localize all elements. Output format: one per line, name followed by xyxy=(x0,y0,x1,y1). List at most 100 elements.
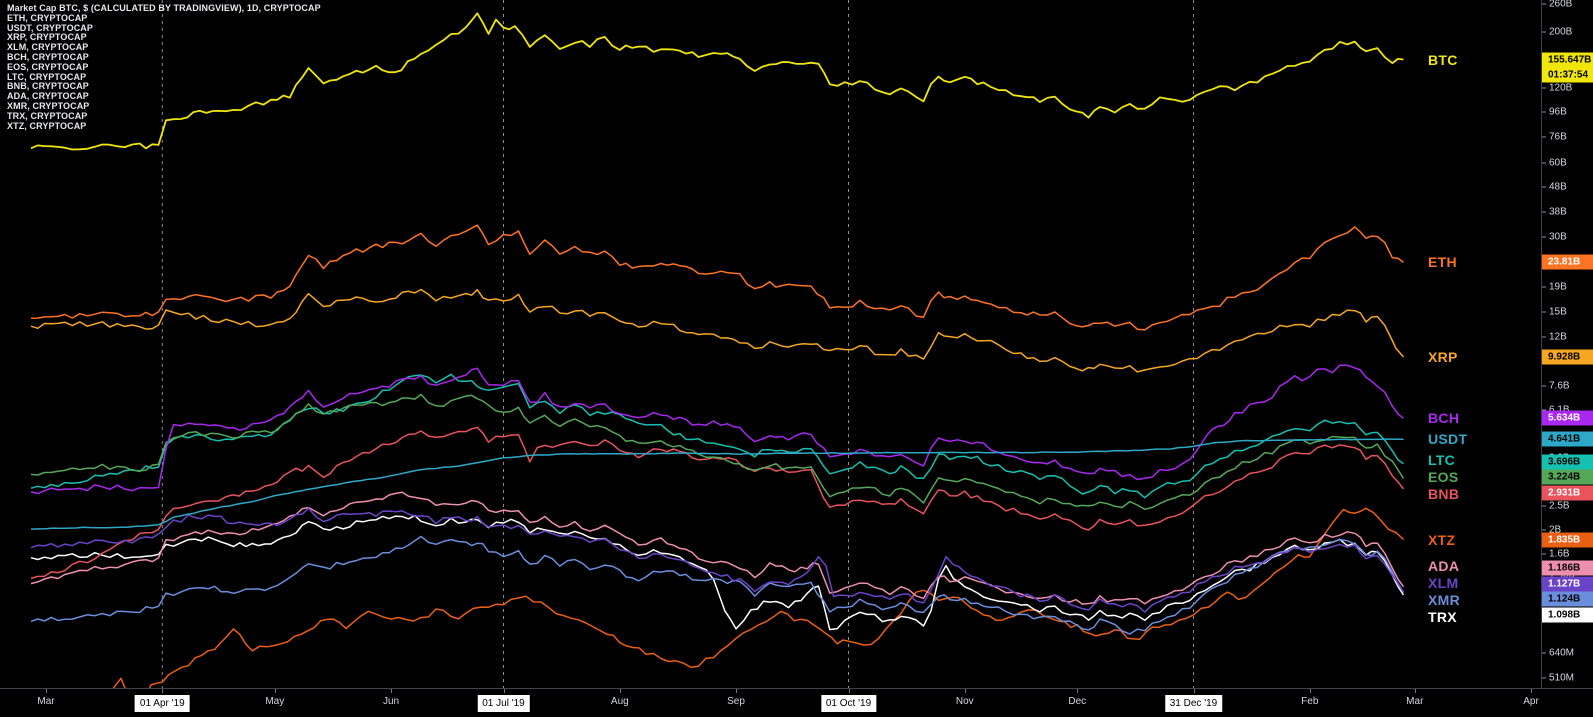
price-tick-76B: 76B xyxy=(1542,132,1593,143)
price-axis[interactable]: 260B 200B 120B 96B 76B 60B 48B 38B 30B 19B 15B 12B 7… xyxy=(1541,0,1593,688)
price-tick-12B: 12B xyxy=(1542,331,1593,342)
time-axis-tick xyxy=(391,689,392,693)
time-axis-tag: 01 Jul '19 xyxy=(477,695,530,712)
price-tag-XRP: 9.928B xyxy=(1542,349,1593,365)
series-line-XRP[interactable] xyxy=(30,288,1405,373)
price-tick-19B: 19B xyxy=(1542,281,1593,292)
legend-item-xrp[interactable]: XRP, CRYPTOCAP xyxy=(7,32,87,43)
series-label-ADA[interactable]: ADA xyxy=(1428,558,1460,575)
series-label-ETH[interactable]: ETH xyxy=(1428,254,1457,271)
price-tick-510M: 510M xyxy=(1542,672,1593,683)
price-tick-48B: 48B xyxy=(1542,181,1593,192)
countdown-tag: 01:37:54 xyxy=(1542,67,1593,83)
price-tick-2B: 2B xyxy=(1542,525,1593,536)
legend-item-eth[interactable]: ETH, CRYPTOCAP xyxy=(7,12,88,23)
time-axis-label: Aug xyxy=(610,696,629,707)
price-tag-XMR: 1.124B xyxy=(1542,591,1593,607)
time-axis-label: Mar xyxy=(1406,696,1424,707)
legend-item-eos[interactable]: EOS, CRYPTOCAP xyxy=(7,61,89,72)
series-label-BNB[interactable]: BNB xyxy=(1428,486,1460,503)
price-tick-2.5B: 2.5B xyxy=(1542,501,1593,512)
time-axis-tick xyxy=(274,689,276,693)
legend-item-trx[interactable]: TRX, CRYPTOCAP xyxy=(7,110,88,121)
series-label-EOS[interactable]: EOS xyxy=(1428,469,1459,486)
time-axis-label: Sep xyxy=(727,696,745,707)
time-axis-tick xyxy=(1531,689,1532,693)
price-tag-USDT: 4.641B xyxy=(1542,431,1593,447)
series-label-BCH[interactable]: BCH xyxy=(1428,410,1460,427)
time-axis-tick xyxy=(1309,689,1311,693)
time-axis-tick xyxy=(162,689,164,693)
series-line-BCH[interactable] xyxy=(30,364,1404,495)
time-axis-label: Apr xyxy=(1523,696,1539,707)
series-label-XMR[interactable]: XMR xyxy=(1428,592,1461,609)
time-axis-tick xyxy=(848,689,850,693)
series-line-XMR[interactable] xyxy=(30,535,1405,635)
price-tick-30B: 30B xyxy=(1542,232,1593,243)
price-tag-BCH: 5.634B xyxy=(1542,410,1593,426)
series-line-TRX[interactable] xyxy=(30,514,1405,631)
series-label-XTZ[interactable]: XTZ xyxy=(1428,531,1456,548)
time-axis-label: Mar xyxy=(37,696,55,707)
legend-item-bnb[interactable]: BNB, CRYPTOCAP xyxy=(7,81,89,92)
price-tag-LTC: 3.696B xyxy=(1542,454,1593,470)
time-axis-tick xyxy=(964,689,966,693)
time-axis-tick xyxy=(503,689,505,693)
price-tick-15B: 15B xyxy=(1542,307,1593,318)
series-label-XLM[interactable]: XLM xyxy=(1428,575,1459,592)
time-axis-tag: 01 Oct '19 xyxy=(820,695,877,712)
series-line-XTZ[interactable] xyxy=(106,507,1405,688)
series-label-BTC[interactable]: BTC xyxy=(1428,51,1458,68)
time-axis-tick xyxy=(736,689,737,693)
series-line-ETH[interactable] xyxy=(30,224,1404,331)
time-axis-tag: 01 Apr '19 xyxy=(134,695,190,712)
legend-item-xtz[interactable]: XTZ, CRYPTOCAP xyxy=(7,120,87,131)
series-line-EOS[interactable] xyxy=(30,393,1405,511)
time-axis-tick xyxy=(46,689,47,693)
price-tag-BNB: 2.931B xyxy=(1542,485,1593,501)
series-line-LTC[interactable] xyxy=(30,373,1404,499)
time-axis-label: Dec xyxy=(1068,696,1087,707)
series-line-BTC[interactable] xyxy=(30,12,1404,151)
time-axis-label: Nov xyxy=(955,696,974,707)
time-axis-tick xyxy=(1077,689,1079,693)
price-plot[interactable] xyxy=(0,0,1541,688)
series-label-LTC[interactable]: LTC xyxy=(1428,452,1456,469)
price-tag-XLM: 1.127B xyxy=(1542,576,1593,592)
series-line-XLM[interactable] xyxy=(30,507,1405,613)
time-axis-tick xyxy=(619,689,621,693)
price-tick-60B: 60B xyxy=(1542,157,1593,168)
price-tick-6.1B: 6.1B xyxy=(1542,404,1593,415)
legend-item-xlm[interactable]: XLM, CRYPTOCAP xyxy=(7,42,89,53)
legend-item-xmr[interactable]: XMR, CRYPTOCAP xyxy=(7,100,90,111)
time-axis-tick xyxy=(1414,689,1416,693)
series-line-USDT[interactable] xyxy=(30,438,1404,530)
series-label-USDT[interactable]: USDT xyxy=(1428,431,1468,448)
legend-item-usdt[interactable]: USDT, CRYPTOCAP xyxy=(7,22,94,33)
time-axis-tick xyxy=(1193,689,1195,693)
price-tick-260B: 260B xyxy=(1542,0,1593,10)
price-tick-7.6B: 7.6B xyxy=(1542,380,1593,391)
legend-item-bch[interactable]: BCH, CRYPTOCAP xyxy=(7,51,89,62)
time-axis[interactable]: Mar 01 Apr '19 May Jun 01 Jul '19 Aug Sep 01 Oc… xyxy=(0,688,1593,717)
series-line-ADA[interactable] xyxy=(30,491,1405,605)
price-tag-ADA: 1.186B xyxy=(1542,560,1593,576)
legend-title[interactable]: Market Cap BTC, $ (CALCULATED BY TRADING… xyxy=(7,3,321,13)
price-tag-TRX: 1.098B xyxy=(1542,607,1593,623)
time-axis-label: May xyxy=(265,696,285,707)
price-tag-ETH: 23.81B xyxy=(1542,254,1593,270)
price-tag-XTZ: 1.835B xyxy=(1542,532,1593,547)
price-tag-EOS: 3.224B xyxy=(1542,469,1593,485)
price-tick-96B: 96B xyxy=(1542,106,1593,117)
time-axis-label: Jun xyxy=(382,696,400,707)
price-tick-1.6B: 1.6B xyxy=(1542,549,1593,560)
time-axis-label: Feb xyxy=(1301,696,1319,707)
series-label-TRX[interactable]: TRX xyxy=(1428,609,1457,626)
price-tick-200B: 200B xyxy=(1542,27,1593,38)
legend-item-ada[interactable]: ADA, CRYPTOCAP xyxy=(7,91,89,102)
legend-item-ltc[interactable]: LTC, CRYPTOCAP xyxy=(7,71,87,82)
series-line-BNB[interactable] xyxy=(30,426,1405,580)
chart-pane[interactable]: Market Cap BTC, $ (CALCULATED BY TRADING… xyxy=(0,0,1541,688)
series-label-XRP[interactable]: XRP xyxy=(1428,349,1458,365)
